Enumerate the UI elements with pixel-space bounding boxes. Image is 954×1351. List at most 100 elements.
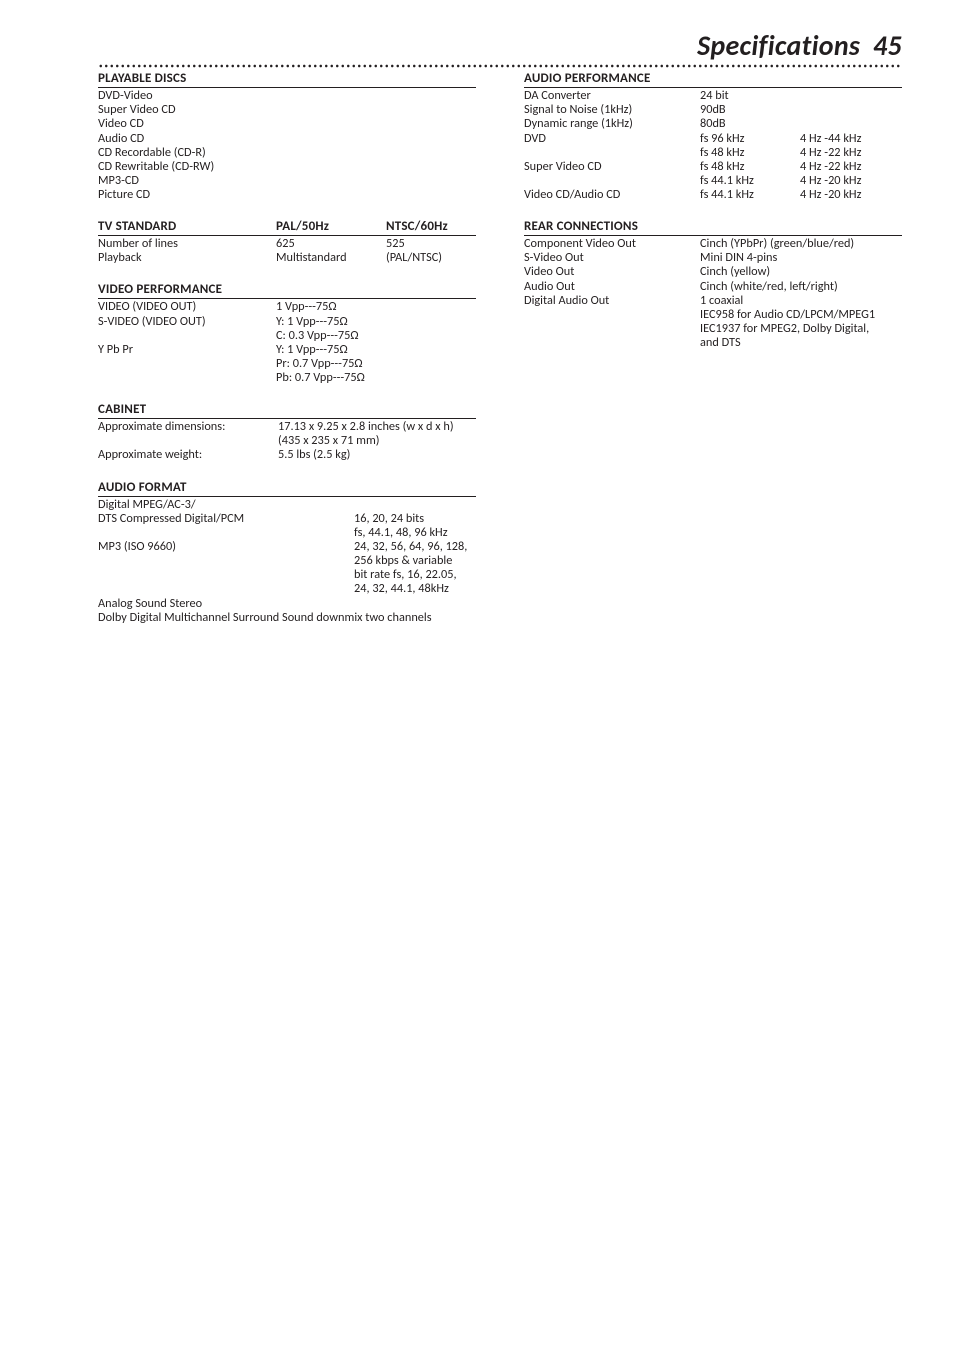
cell: (435 x 235 x 71 mm) bbox=[278, 434, 476, 448]
cell: Y Pb Pr bbox=[98, 343, 276, 357]
cell: 90dB bbox=[700, 103, 800, 117]
cell: MP3 (ISO 9660) bbox=[98, 540, 354, 554]
cell: Super Video CD bbox=[524, 160, 700, 174]
table-row: MP3 (ISO 9660) 24, 32, 56, 64, 96, 128, bbox=[98, 540, 476, 554]
table-row: Number of lines 625 525 bbox=[98, 237, 476, 251]
cell: 4 Hz -22 kHz bbox=[800, 146, 902, 160]
table-row: S-VIDEO (VIDEO OUT) Y: 1 Vpp---75Ω bbox=[98, 315, 476, 329]
cell: 4 Hz -20 kHz bbox=[800, 174, 902, 188]
table-row: 256 kbps & variable bbox=[98, 554, 476, 568]
cell: bit rate fs, 16, 22.05, bbox=[354, 568, 476, 582]
table-row: VIDEO (VIDEO OUT) 1 Vpp---75Ω bbox=[98, 300, 476, 314]
cell: 256 kbps & variable bbox=[354, 554, 476, 568]
cell: 24 bit bbox=[700, 89, 800, 103]
page-title: Specifications bbox=[697, 30, 860, 62]
cell: Approximate dimensions: bbox=[98, 420, 278, 434]
cell: 525 bbox=[386, 237, 476, 251]
cell: Y: 1 Vpp---75Ω bbox=[276, 315, 476, 329]
table-row: Digital Audio Out 1 coaxial bbox=[524, 294, 902, 308]
table-row: Digital MPEG/AC-3/ bbox=[98, 498, 476, 512]
cell bbox=[800, 103, 902, 117]
cell: 5.5 lbs (2.5 kg) bbox=[278, 448, 476, 462]
footer-line: Dolby Digital Multichannel Surround Soun… bbox=[98, 611, 476, 625]
cell: fs 48 kHz bbox=[700, 146, 800, 160]
cell: 4 Hz -44 kHz bbox=[800, 132, 902, 146]
cell: DVD bbox=[524, 132, 700, 146]
cell: S-VIDEO (VIDEO OUT) bbox=[98, 315, 276, 329]
cell: 4 Hz -22 kHz bbox=[800, 160, 902, 174]
cell: C: 0.3 Vpp---75Ω bbox=[276, 329, 476, 343]
section-heading: PLAYABLE DISCS bbox=[98, 72, 476, 87]
cell: Cinch (yellow) bbox=[700, 265, 902, 279]
column-header: PAL/50Hz bbox=[276, 220, 386, 235]
cell: 16, 20, 24 bits bbox=[354, 512, 476, 526]
cell: Audio Out bbox=[524, 280, 700, 294]
cell bbox=[524, 174, 700, 188]
table-row: Video Out Cinch (yellow) bbox=[524, 265, 902, 279]
list-item: Picture CD bbox=[98, 188, 476, 202]
table-row: Approximate weight: 5.5 lbs (2.5 kg) bbox=[98, 448, 476, 462]
section-audio-performance: AUDIO PERFORMANCE DA Converter 24 bit Si… bbox=[524, 72, 902, 202]
cell: Mini DIN 4-pins bbox=[700, 251, 902, 265]
section-audio-format: AUDIO FORMAT Digital MPEG/AC-3/ DTS Comp… bbox=[98, 481, 476, 625]
table-row: DTS Compressed Digital/PCM 16, 20, 24 bi… bbox=[98, 512, 476, 526]
cell bbox=[98, 357, 276, 371]
page-number: 45 bbox=[873, 30, 902, 62]
cell: Cinch (white/red, left/right) bbox=[700, 280, 902, 294]
cell bbox=[354, 498, 476, 512]
table-row: Pb: 0.7 Vpp---75Ω bbox=[98, 371, 476, 385]
cell: Digital Audio Out bbox=[524, 294, 700, 308]
list-item: CD Recordable (CD-R) bbox=[98, 146, 476, 160]
section-heading: AUDIO FORMAT bbox=[98, 481, 476, 496]
table-row: Audio Out Cinch (white/red, left/right) bbox=[524, 280, 902, 294]
cell: 24, 32, 44.1, 48kHz bbox=[354, 582, 476, 596]
table-row: fs 44.1 kHz 4 Hz -20 kHz bbox=[524, 174, 902, 188]
table-row: Video CD/Audio CD fs 44.1 kHz 4 Hz -20 k… bbox=[524, 188, 902, 202]
cell: Cinch (YPbPr) (green/blue/red) bbox=[700, 237, 902, 251]
cell: S-Video Out bbox=[524, 251, 700, 265]
cell bbox=[98, 554, 354, 568]
list-item: MP3-CD bbox=[98, 174, 476, 188]
footer-line: Analog Sound Stereo bbox=[98, 597, 476, 611]
cell: IEC1937 for MPEG2, Dolby Digital, bbox=[700, 322, 902, 336]
table-row: Super Video CD fs 48 kHz 4 Hz -22 kHz bbox=[524, 160, 902, 174]
cell: fs 44.1 kHz bbox=[700, 188, 800, 202]
cell: fs 44.1 kHz bbox=[700, 174, 800, 188]
cell: Signal to Noise (1kHz) bbox=[524, 103, 700, 117]
table-row: 24, 32, 44.1, 48kHz bbox=[98, 582, 476, 596]
cell: Y: 1 Vpp---75Ω bbox=[276, 343, 476, 357]
table-row: (435 x 235 x 71 mm) bbox=[98, 434, 476, 448]
list-item: Super Video CD bbox=[98, 103, 476, 117]
list-item: Audio CD bbox=[98, 132, 476, 146]
table-row: bit rate fs, 16, 22.05, bbox=[98, 568, 476, 582]
table-row: Component Video Out Cinch (YPbPr) (green… bbox=[524, 237, 902, 251]
cell: VIDEO (VIDEO OUT) bbox=[98, 300, 276, 314]
section-heading: CABINET bbox=[98, 403, 476, 418]
table-row: Dynamic range (1kHz) 80dB bbox=[524, 117, 902, 131]
table-row: DVD fs 96 kHz 4 Hz -44 kHz bbox=[524, 132, 902, 146]
cell: Dynamic range (1kHz) bbox=[524, 117, 700, 131]
cell: Playback bbox=[98, 251, 276, 265]
table-row: S-Video Out Mini DIN 4-pins bbox=[524, 251, 902, 265]
cell: fs 96 kHz bbox=[700, 132, 800, 146]
cell: 625 bbox=[276, 237, 386, 251]
table-row: Pr: 0.7 Vpp---75Ω bbox=[98, 357, 476, 371]
list-item: DVD-Video bbox=[98, 89, 476, 103]
table-row: IEC958 for Audio CD/LPCM/MPEG1 bbox=[524, 308, 902, 322]
cell bbox=[800, 117, 902, 131]
cell: IEC958 for Audio CD/LPCM/MPEG1 bbox=[700, 308, 902, 322]
cell bbox=[524, 146, 700, 160]
cell: fs 48 kHz bbox=[700, 160, 800, 174]
cell: (PAL/NTSC) bbox=[386, 251, 476, 265]
table-row: Approximate dimensions: 17.13 x 9.25 x 2… bbox=[98, 420, 476, 434]
section-heading: TV STANDARD bbox=[98, 220, 276, 235]
section-heading: VIDEO PERFORMANCE bbox=[98, 283, 476, 298]
dotted-rule bbox=[98, 64, 902, 68]
table-row: Signal to Noise (1kHz) 90dB bbox=[524, 103, 902, 117]
cell: Component Video Out bbox=[524, 237, 700, 251]
cell bbox=[98, 329, 276, 343]
section-rear-connections: REAR CONNECTIONS Component Video Out Cin… bbox=[524, 220, 902, 350]
cell: Pb: 0.7 Vpp---75Ω bbox=[276, 371, 476, 385]
page-header: Specifications 45 bbox=[98, 30, 902, 62]
table-row: fs 48 kHz 4 Hz -22 kHz bbox=[524, 146, 902, 160]
